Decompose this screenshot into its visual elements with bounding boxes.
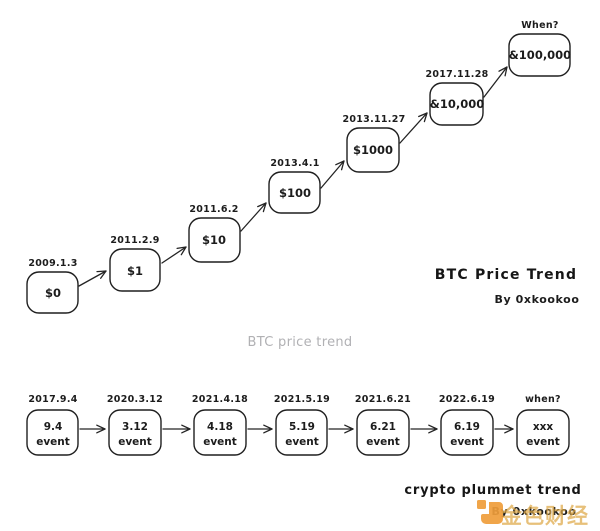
watermark-logo-dot-icon [477,500,486,509]
price-node-date: 2013.11.27 [342,114,405,125]
arrow-price-5 [399,112,428,144]
price-node-box [109,248,161,292]
event-node-line2: event [203,436,237,448]
price-node-2013-11: 2013.11.27 $1000 [342,114,405,173]
arrowhead-icon [96,424,106,434]
arrow-price-1 [78,270,107,287]
event-node-line1: 4.18 [207,421,233,433]
arrow-price-4 [320,160,345,189]
price-node-2017: 2017.11.28 &10,000 [425,69,488,126]
event-node-box [440,409,494,456]
event-node-box [193,409,247,456]
arrow-price-6 [483,66,508,98]
price-node-value: $10 [202,233,226,247]
price-node-value: $0 [45,286,61,300]
event-node-2021-5: 2021.5.19 5.19 event [274,394,330,456]
price-node-date: 2011.6.2 [189,204,238,215]
event-node-2021-6: 2021.6.21 6.21 event [355,394,411,456]
event-node-line1: 3.12 [122,421,148,433]
event-node-line2: event [450,436,484,448]
watermark-logo-icon [481,502,503,524]
price-node-box [429,82,484,126]
event-node-line2: event [526,436,560,448]
event-node-line2: event [366,436,400,448]
price-node-2011-2: 2011.2.9 $1 [109,235,161,292]
price-node-2011-6: 2011.6.2 $10 [188,204,241,263]
arrowhead-icon [428,424,438,434]
arrowhead-icon [176,246,187,256]
price-node-box [188,217,241,263]
price-node-value: $1000 [353,143,393,157]
price-node-box [268,171,321,214]
arrowhead-icon [257,202,267,213]
main-byline: By 0xkookoo [494,293,579,306]
event-node-date: 2021.4.18 [192,394,248,405]
event-node-line1: 5.19 [289,421,315,433]
image-caption: BTC price trend [248,335,353,350]
event-node-2022: 2022.6.19 6.19 event [439,394,495,456]
event-node-line1: xxx [533,421,554,433]
arrowhead-icon [504,424,514,434]
arrow-price-2 [161,246,187,264]
price-node-box [508,33,571,77]
event-node-line1: 6.21 [370,421,396,433]
price-node-2013-4: 2013.4.1 $100 [268,158,321,214]
arrowhead-icon [96,270,107,279]
event-node-line2: event [285,436,319,448]
event-node-box [356,409,410,456]
price-node-value: &10,000 [430,97,484,111]
event-node-date: 2021.5.19 [274,394,330,405]
event-node-date: 2020.3.12 [107,394,163,405]
arrowhead-icon [418,112,428,123]
event-node-2021-4: 2021.4.18 4.18 event [192,394,248,456]
event-node-box [26,409,79,456]
event-node-date: 2021.6.21 [355,394,411,405]
price-node-future: When? &100,000 [508,20,571,77]
arrowhead-icon [335,160,345,171]
bottom-title: crypto plummet trend [404,483,581,498]
price-node-box [26,271,79,314]
event-node-date: when? [525,394,561,405]
watermark: 金色财经 [477,500,589,528]
event-node-box [516,409,570,456]
price-node-date: 2013.4.1 [270,158,319,169]
event-node-box [108,409,162,456]
main-title: BTC Price Trend [435,267,577,283]
watermark-label: 金色财经 [500,504,589,528]
event-node-line2: event [36,436,70,448]
price-node-value: $100 [279,186,311,200]
arrowhead-icon [181,424,191,434]
event-node-box [275,409,328,456]
event-node-date: 2022.6.19 [439,394,495,405]
arrowhead-icon [344,424,354,434]
price-node-date: When? [521,20,558,31]
price-node-date: 2009.1.3 [28,258,77,269]
price-node-value: &100,000 [509,48,571,62]
event-node-2017: 2017.9.4 9.4 event [26,394,79,456]
price-node-value: $1 [127,264,143,278]
price-node-2009: 2009.1.3 $0 [26,258,79,314]
event-node-2020: 2020.3.12 3.12 event [107,394,163,456]
arrowhead-icon [498,66,508,77]
price-node-date: 2017.11.28 [425,69,488,80]
event-node-line2: event [118,436,152,448]
bottom-byline: By 0xkookoo [491,505,576,518]
arrowhead-icon [263,424,273,434]
event-node-date: 2017.9.4 [28,394,77,405]
event-node-line1: 9.4 [44,421,63,433]
price-node-date: 2011.2.9 [110,235,159,246]
price-node-box [346,127,400,173]
arrow-price-3 [240,202,267,232]
event-node-line1: 6.19 [454,421,480,433]
event-node-future: when? xxx event [516,394,570,456]
